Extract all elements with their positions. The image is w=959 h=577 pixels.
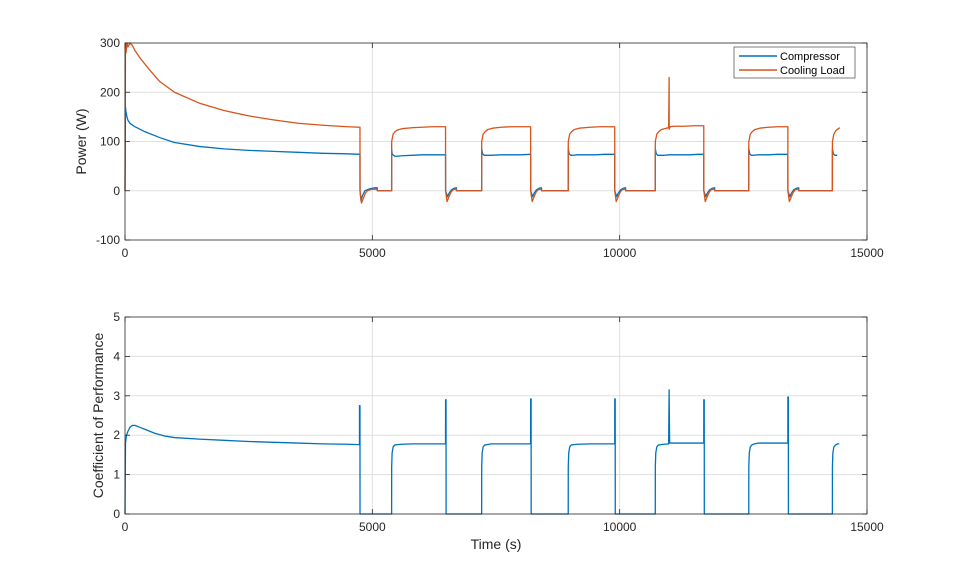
cop-ytick-label-4: 4 [113, 349, 120, 363]
cop-xtick-label-2: 10000 [603, 520, 637, 534]
cop-ticks: 0 5000 10000 15000 0 1 2 3 4 5 [113, 310, 884, 534]
power-ytick-label-0: -100 [96, 233, 120, 247]
legend-compressor-label: Compressor [780, 51, 840, 63]
power-xtick-label-0: 0 [122, 246, 129, 260]
time-x-axis-label: Time (s) [471, 536, 522, 552]
cop-plot-area [125, 317, 867, 514]
power-xtick-label-3: 15000 [850, 246, 884, 260]
cop-ytick-label-1: 1 [113, 468, 120, 482]
legend-cooling-load-label: Cooling Load [780, 65, 845, 77]
power-ytick-label-3: 200 [100, 85, 120, 99]
power-y-axis-label: Power (W) [73, 108, 89, 174]
power-xtick-label-1: 5000 [359, 246, 386, 260]
power-series-1-line [124, 42, 841, 204]
power-xtick-label-2: 10000 [603, 246, 637, 260]
cop-xtick-label-0: 0 [122, 520, 129, 534]
power-ytick-label-1: 0 [113, 184, 120, 198]
cop-ytick-label-3: 3 [113, 389, 120, 403]
power-lines [124, 42, 841, 204]
power-ytick-label-2: 100 [100, 135, 120, 149]
cop-ytick-label-2: 2 [113, 428, 120, 442]
cop-ytick-label-5: 5 [113, 310, 120, 324]
cop-xtick-label-3: 15000 [850, 520, 884, 534]
cop-ytick-label-0: 0 [113, 507, 120, 521]
cop-grid [125, 317, 867, 514]
cop-y-axis-label: Coefficient of Performance [90, 333, 106, 499]
cop-axes-box [124, 316, 868, 515]
power-ytick-label-4: 300 [100, 36, 120, 50]
legend: Compressor Cooling Load [733, 46, 856, 79]
legend-box [733, 46, 856, 79]
cop-axes: 0 5000 10000 15000 0 1 2 3 4 5 Coefficient of Per… [90, 310, 884, 552]
cop-xtick-label-1: 5000 [359, 520, 386, 534]
